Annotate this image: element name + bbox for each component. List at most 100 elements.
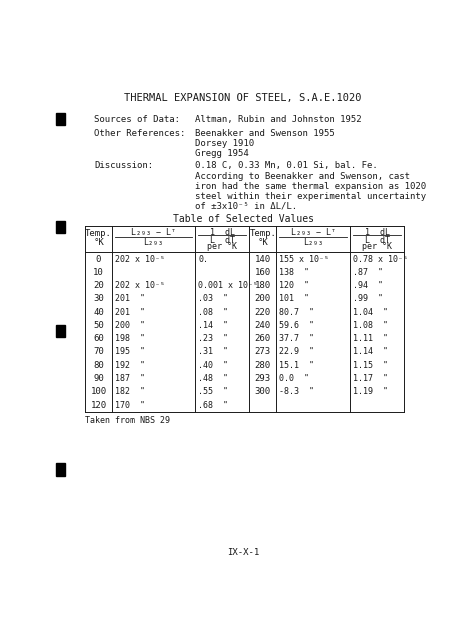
Text: 198  ": 198 " — [115, 334, 145, 343]
Text: .55  ": .55 " — [198, 387, 228, 396]
Text: .68  ": .68 " — [198, 401, 228, 410]
Text: 40: 40 — [93, 308, 104, 317]
Text: 1.14  ": 1.14 " — [353, 348, 388, 356]
Text: 280: 280 — [255, 361, 271, 370]
Text: 22.9  ": 22.9 " — [279, 348, 314, 356]
Bar — [56, 221, 65, 233]
Text: 220: 220 — [255, 308, 271, 317]
Text: Temp.: Temp. — [85, 229, 112, 238]
Text: .03  ": .03 " — [198, 294, 228, 303]
Text: L₂₉₃: L₂₉₃ — [143, 239, 163, 248]
Text: 37.7  ": 37.7 " — [279, 334, 314, 343]
Text: .31  ": .31 " — [198, 348, 228, 356]
Text: per °K: per °K — [207, 243, 237, 252]
Text: L₂₉₃ − Lᵀ: L₂₉₃ − Lᵀ — [131, 228, 176, 237]
Text: °K: °K — [93, 237, 104, 247]
Text: °K: °K — [257, 237, 268, 247]
Text: Sources of Data:: Sources of Data: — [94, 115, 180, 124]
Bar — [56, 463, 65, 476]
Text: L  dT: L dT — [365, 236, 390, 245]
Text: 140: 140 — [255, 255, 271, 264]
Text: 260: 260 — [255, 334, 271, 343]
Text: 1.08  ": 1.08 " — [353, 321, 388, 330]
Text: 90: 90 — [93, 374, 104, 383]
Text: According to Beenakker and Swenson, cast: According to Beenakker and Swenson, cast — [195, 172, 410, 180]
Text: Dorsey 1910: Dorsey 1910 — [195, 139, 254, 148]
Text: 201  ": 201 " — [115, 308, 145, 317]
Text: .14  ": .14 " — [198, 321, 228, 330]
Text: 293: 293 — [255, 374, 271, 383]
Text: .94  ": .94 " — [353, 281, 383, 290]
Text: 0.78 x 10⁻⁵: 0.78 x 10⁻⁵ — [353, 255, 408, 264]
Text: 200: 200 — [255, 294, 271, 303]
Text: 1.04  ": 1.04 " — [353, 308, 388, 317]
Text: 100: 100 — [90, 387, 106, 396]
Text: 60: 60 — [93, 334, 104, 343]
Text: Taken from NBS 29: Taken from NBS 29 — [85, 417, 170, 426]
Text: L  dT: L dT — [209, 236, 235, 245]
Text: 202 x 10⁻⁵: 202 x 10⁻⁵ — [115, 281, 165, 290]
Text: Altman, Rubin and Johnston 1952: Altman, Rubin and Johnston 1952 — [195, 115, 361, 124]
Text: 50: 50 — [93, 321, 104, 330]
Text: Beenakker and Swenson 1955: Beenakker and Swenson 1955 — [195, 129, 335, 138]
Text: .99  ": .99 " — [353, 294, 383, 303]
Text: L₂₉₃: L₂₉₃ — [303, 239, 323, 248]
Text: -8.3  ": -8.3 " — [279, 387, 314, 396]
Text: 138  ": 138 " — [279, 268, 310, 276]
Text: of ±3x10⁻⁵ in ΔL/L.: of ±3x10⁻⁵ in ΔL/L. — [195, 202, 297, 211]
Text: iron had the same thermal expansion as 1020: iron had the same thermal expansion as 1… — [195, 182, 426, 191]
Text: 187  ": 187 " — [115, 374, 145, 383]
Text: 1  dL: 1 dL — [209, 228, 235, 237]
Text: 195  ": 195 " — [115, 348, 145, 356]
Text: 20: 20 — [93, 281, 104, 290]
Text: 120: 120 — [90, 401, 106, 410]
Text: .48  ": .48 " — [198, 374, 228, 383]
Text: IX-X-1: IX-X-1 — [227, 548, 259, 557]
Text: THERMAL EXPANSION OF STEEL, S.A.E.1020: THERMAL EXPANSION OF STEEL, S.A.E.1020 — [124, 93, 362, 103]
Text: 180: 180 — [255, 281, 271, 290]
Text: 200  ": 200 " — [115, 321, 145, 330]
Text: L₂₉₃ − Lᵀ: L₂₉₃ − Lᵀ — [291, 228, 336, 237]
Text: 155 x 10⁻⁵: 155 x 10⁻⁵ — [279, 255, 330, 264]
Text: 0.001 x 10⁻⁵: 0.001 x 10⁻⁵ — [198, 281, 258, 290]
Text: 192  ": 192 " — [115, 361, 145, 370]
Text: 1.19  ": 1.19 " — [353, 387, 388, 396]
Text: Discussion:: Discussion: — [94, 161, 153, 170]
Text: .08  ": .08 " — [198, 308, 228, 317]
Text: .87  ": .87 " — [353, 268, 383, 276]
Text: 120  ": 120 " — [279, 281, 310, 290]
Text: 160: 160 — [255, 268, 271, 276]
Text: 182  ": 182 " — [115, 387, 145, 396]
Text: 0.18 C, 0.33 Mn, 0.01 Si, bal. Fe.: 0.18 C, 0.33 Mn, 0.01 Si, bal. Fe. — [195, 161, 378, 170]
Text: 0: 0 — [96, 255, 101, 264]
Text: 1.11  ": 1.11 " — [353, 334, 388, 343]
Text: 240: 240 — [255, 321, 271, 330]
Text: steel within their experimental uncertainty: steel within their experimental uncertai… — [195, 191, 426, 200]
Text: 273: 273 — [255, 348, 271, 356]
Text: 1  dL: 1 dL — [365, 228, 390, 237]
Text: 70: 70 — [93, 348, 104, 356]
Text: Other References:: Other References: — [94, 129, 186, 138]
Text: .23  ": .23 " — [198, 334, 228, 343]
Text: 202 x 10⁻⁵: 202 x 10⁻⁵ — [115, 255, 165, 264]
Text: 201  ": 201 " — [115, 294, 145, 303]
Bar — [56, 113, 65, 125]
Text: 0.: 0. — [198, 255, 208, 264]
Text: 1.17  ": 1.17 " — [353, 374, 388, 383]
Text: 300: 300 — [255, 387, 271, 396]
Text: 101  ": 101 " — [279, 294, 310, 303]
Text: 0.0  ": 0.0 " — [279, 374, 310, 383]
Text: .40  ": .40 " — [198, 361, 228, 370]
Text: Temp.: Temp. — [249, 229, 276, 238]
Text: 170  ": 170 " — [115, 401, 145, 410]
Text: 1.15  ": 1.15 " — [353, 361, 388, 370]
Text: 80: 80 — [93, 361, 104, 370]
Bar — [56, 324, 65, 337]
Text: 15.1  ": 15.1 " — [279, 361, 314, 370]
Text: Table of Selected Values: Table of Selected Values — [172, 214, 314, 224]
Text: 30: 30 — [93, 294, 104, 303]
Text: 10: 10 — [93, 268, 104, 276]
Text: per °K: per °K — [362, 243, 392, 252]
Text: 80.7  ": 80.7 " — [279, 308, 314, 317]
Text: Gregg 1954: Gregg 1954 — [195, 149, 249, 158]
